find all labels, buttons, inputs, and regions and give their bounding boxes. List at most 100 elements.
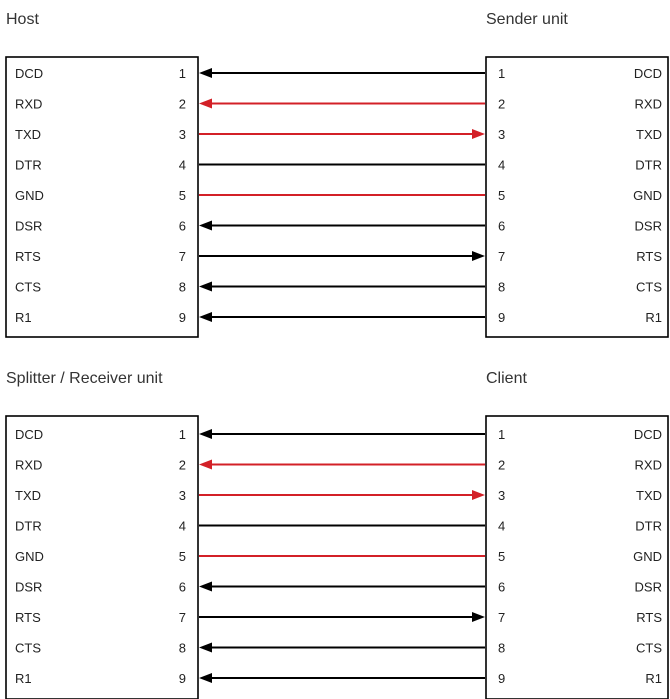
left-signal-name: RTS <box>15 249 41 264</box>
left-pin-number: 8 <box>179 280 186 295</box>
left-signal-name: CTS <box>15 280 41 295</box>
left-connector-box <box>5 56 199 338</box>
arrowhead-left-icon <box>199 281 212 292</box>
right-device-title: Sender unit <box>486 11 568 28</box>
pin-row: DCD 1 1 DCD <box>15 427 662 442</box>
pin-row: DSR 6 6 DSR <box>15 580 662 595</box>
right-signal-name: CTS <box>636 641 662 656</box>
right-connector-box <box>485 415 669 699</box>
right-pin-number: 2 <box>498 458 505 473</box>
right-pin-number: 5 <box>498 188 505 203</box>
right-pin-number: 6 <box>498 219 505 234</box>
left-signal-name: DCD <box>15 427 43 442</box>
pin-row: R1 9 9 R1 <box>15 671 662 686</box>
right-signal-name: DTR <box>635 158 662 173</box>
left-pin-number: 7 <box>179 249 186 264</box>
left-signal-name: DTR <box>15 158 42 173</box>
left-pin-number: 2 <box>179 97 186 112</box>
right-signal-name: DSR <box>635 580 662 595</box>
left-signal-name: DSR <box>15 580 42 595</box>
right-pin-number: 9 <box>498 310 505 325</box>
right-connector-box <box>485 56 669 338</box>
right-pin-number: 8 <box>498 280 505 295</box>
left-pin-number: 3 <box>179 488 186 503</box>
left-signal-name: RXD <box>15 458 42 473</box>
left-device-title: Host <box>6 11 39 28</box>
right-pin-number: 6 <box>498 580 505 595</box>
right-signal-name: TXD <box>636 127 662 142</box>
left-pin-number: 7 <box>179 610 186 625</box>
left-signal-name: DSR <box>15 219 42 234</box>
right-pin-number: 1 <box>498 66 505 81</box>
arrowhead-left-icon <box>199 642 212 653</box>
left-pin-number: 3 <box>179 127 186 142</box>
left-pin-number: 6 <box>179 219 186 234</box>
left-signal-name: RTS <box>15 610 41 625</box>
pin-row: CTS 8 8 CTS <box>15 280 662 295</box>
right-signal-name: TXD <box>636 488 662 503</box>
right-signal-name: DTR <box>635 519 662 534</box>
left-pin-number: 8 <box>179 641 186 656</box>
wiring-diagram-receiver-client: Splitter / Receiver unit Client DCD 1 1 DCD… <box>5 370 669 699</box>
right-signal-name: R1 <box>645 671 662 686</box>
pin-row: TXD 3 3 TXD <box>15 488 662 503</box>
right-pin-number: 2 <box>498 97 505 112</box>
right-signal-name: GND <box>633 549 662 564</box>
right-pin-number: 7 <box>498 249 505 264</box>
right-pin-number: 8 <box>498 641 505 656</box>
left-connector-box <box>5 415 199 699</box>
left-signal-name: TXD <box>15 488 41 503</box>
right-device-title: Client <box>486 370 527 387</box>
pin-row: GND 5 5 GND <box>15 188 662 203</box>
pin-row: DTR 4 4 DTR <box>15 519 662 534</box>
arrowhead-left-icon <box>199 673 212 683</box>
arrowhead-left-icon <box>199 312 212 322</box>
pin-row: RXD 2 2 RXD <box>15 458 662 473</box>
right-pin-number: 5 <box>498 549 505 564</box>
left-pin-number: 1 <box>179 66 186 81</box>
arrowhead-left-icon <box>199 581 212 592</box>
pin-row: DCD 1 1 DCD <box>15 66 662 81</box>
right-signal-name: RXD <box>635 458 662 473</box>
right-pin-number: 3 <box>498 127 505 142</box>
right-signal-name: GND <box>633 188 662 203</box>
left-pin-number: 4 <box>179 519 186 534</box>
pin-row: GND 5 5 GND <box>15 549 662 564</box>
left-signal-name: GND <box>15 188 44 203</box>
right-signal-name: R1 <box>645 310 662 325</box>
right-signal-name: DSR <box>635 219 662 234</box>
right-pin-number: 4 <box>498 158 505 173</box>
left-signal-name: CTS <box>15 641 41 656</box>
pin-row: RXD 2 2 RXD <box>15 97 662 112</box>
right-signal-name: RTS <box>636 249 662 264</box>
pin-row: CTS 8 8 CTS <box>15 641 662 656</box>
left-signal-name: R1 <box>15 671 32 686</box>
arrowhead-right-icon <box>472 612 485 622</box>
left-pin-number: 6 <box>179 580 186 595</box>
arrowhead-left-icon <box>199 429 212 439</box>
arrowhead-right-icon <box>472 490 485 500</box>
left-signal-name: R1 <box>15 310 32 325</box>
left-pin-number: 5 <box>179 549 186 564</box>
left-device-title: Splitter / Receiver unit <box>6 370 163 387</box>
left-pin-number: 9 <box>179 310 186 325</box>
left-pin-number: 2 <box>179 458 186 473</box>
pin-row: RTS 7 7 RTS <box>15 249 662 264</box>
right-signal-name: RXD <box>635 97 662 112</box>
right-signal-name: DCD <box>634 427 662 442</box>
pin-row: DSR 6 6 DSR <box>15 219 662 234</box>
left-pin-number: 1 <box>179 427 186 442</box>
pin-row: DTR 4 4 DTR <box>15 158 662 173</box>
arrowhead-left-icon <box>199 98 212 109</box>
arrowhead-left-icon <box>199 459 212 470</box>
left-pin-number: 4 <box>179 158 186 173</box>
right-signal-name: DCD <box>634 66 662 81</box>
left-signal-name: DTR <box>15 519 42 534</box>
left-signal-name: GND <box>15 549 44 564</box>
pin-row: RTS 7 7 RTS <box>15 610 662 625</box>
left-signal-name: RXD <box>15 97 42 112</box>
left-pin-number: 5 <box>179 188 186 203</box>
